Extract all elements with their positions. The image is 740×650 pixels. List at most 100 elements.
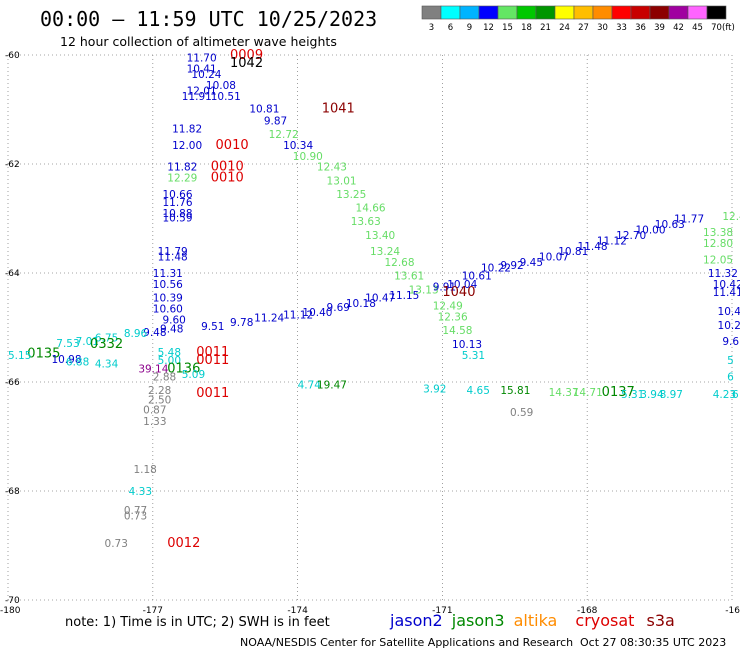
plot-grid (7, 54, 733, 601)
wave-height-label: 13.63 (351, 216, 381, 228)
scale-label: 3 (429, 23, 434, 33)
wave-height-label: 8.97 (660, 389, 683, 401)
wave-height-label: 7.53 (56, 338, 79, 350)
wave-height-label: 4.74 (298, 380, 322, 392)
wave-height-label: 10.08 (206, 80, 236, 92)
x-tick-label: -168 (577, 606, 598, 616)
wave-height-label: 14.37 (549, 387, 579, 399)
wave-height-label: 10.51 (211, 91, 241, 103)
wave-height-label: 5.31 (462, 350, 485, 362)
wave-height-label: 10.24 (191, 69, 221, 81)
wave-height-label: 10.18 (346, 298, 376, 310)
wave-height-label: 5.31 (621, 389, 644, 401)
wave-height-label: 14.66 (356, 203, 386, 215)
wave-height-label: 11.91 (182, 91, 212, 103)
wave-height-label: 11.70 (187, 53, 217, 65)
wave-height-label: 11.82 (172, 124, 202, 136)
wave-height-label: 1042 (230, 56, 263, 71)
wave-height-label: 9.45 (520, 257, 543, 269)
credit-text: NOAA/NESDIS Center for Satellite Applica… (240, 636, 573, 649)
wave-height-label: 11.31 (153, 268, 183, 280)
wave-height-label: 11.12 (283, 309, 313, 321)
scale-swatch (668, 5, 689, 20)
wave-height-label: 10.60 (153, 303, 183, 315)
wave-height-label: 6.88 (66, 356, 89, 368)
wave-height-label: 11.77 (674, 214, 704, 226)
scale-swatch (611, 5, 632, 20)
wave-height-label: 15.81 (500, 385, 530, 397)
wave-height-label: 9.78 (230, 317, 253, 329)
wave-height-label: 6 (732, 389, 739, 401)
scale-label: 33 (616, 23, 627, 33)
wave-height-label: 10.61 (462, 271, 492, 283)
wave-height-label: 12.70 (616, 230, 646, 242)
wave-height-label: 10.98 (51, 354, 81, 366)
wave-height-label: 10.81 (558, 246, 588, 258)
wave-height-labels: 11.70 0009104210.4110.2410.0812.0110.5111… (8, 48, 740, 551)
wave-height-label: 4.34 (95, 358, 119, 370)
scale-swatch (440, 5, 461, 20)
scale-swatch (687, 5, 708, 20)
y-tick-label: -64 (5, 269, 20, 279)
wave-height-label: 10.13 (452, 339, 482, 351)
wave-height-label: 4.23 (713, 389, 736, 401)
scale-label: 42 (673, 23, 684, 33)
wave-height-label: 10.88 (162, 208, 192, 220)
scale-label: 24 (559, 23, 570, 33)
timestamp-text: Oct 27 08:30:35 UTC 2023 (580, 636, 726, 649)
wave-height-label: 10.90 (293, 151, 323, 163)
wave-height-label: 10.40 (302, 307, 332, 319)
wave-height-label: 9.60 (162, 314, 185, 326)
wave-height-label: 12.43 (317, 162, 347, 174)
wave-height-label: 4.65 (467, 385, 490, 397)
wave-height-label: 10.39 (153, 293, 183, 305)
wave-height-label: 0010 (211, 171, 244, 186)
y-tick-label: -70 (5, 596, 20, 606)
wave-height-label: 13.38 (703, 227, 733, 239)
wave-height-label: 5.09 (182, 369, 205, 381)
x-tick-label: -16 (725, 606, 740, 616)
wave-height-label: 13.40 (365, 230, 395, 242)
scale-label: 15 (502, 23, 513, 33)
wave-height-label: 11.41 (713, 287, 740, 299)
wave-height-label: 1.18 (133, 464, 156, 476)
scale-swatch (459, 5, 480, 20)
wave-height-label: 14.58 (442, 325, 472, 337)
satellite-jason3: jason3 (451, 611, 505, 630)
wave-height-label: 6.75 (95, 332, 118, 344)
wave-height-label: 10.63 (655, 219, 685, 231)
wave-height-label: 7.01 (76, 336, 99, 348)
wave-height-label: 1.33 (143, 416, 166, 428)
wave-height-label: 10.2 (718, 320, 740, 332)
wave-height-label: 14.71 (573, 387, 603, 399)
wave-height-label: 10.42 (713, 279, 740, 291)
satellite-jason2: jason2 (389, 611, 443, 630)
axis-ticks: -180 -177 -174 -171 -168 -16 -60 -62 -64 -66 -68 -7… (0, 51, 740, 616)
wave-height-label: 12.68 (384, 257, 414, 269)
wave-height-label: 10.34 (283, 140, 313, 152)
wave-height-label: 11.48 (158, 252, 188, 264)
wave-height-label: 11.12 (597, 235, 627, 247)
wave-height-label: 10.04 (447, 279, 477, 291)
wave-height-label: 12.05 (703, 254, 733, 266)
wave-height-label: 8.96 (124, 328, 148, 340)
wave-height-label: 10.46 (718, 306, 740, 318)
wave-height-label: 9.48 (143, 327, 166, 339)
x-tick-label: -174 (287, 606, 308, 616)
wave-height-label: 11.76 (162, 197, 192, 209)
wave-height-label: 0136 (167, 361, 200, 376)
wave-height-label: 10.00 (635, 224, 665, 236)
scale-swatch (706, 5, 727, 20)
wave-height-label: 12.72 (269, 129, 299, 141)
scale-label: 30 (597, 23, 608, 33)
wave-height-label: 9.6 (722, 336, 739, 348)
wave-height-label: 2.50 (148, 394, 171, 406)
wave-height-label: 0135 (27, 347, 60, 362)
wave-height-label: 0332 (90, 337, 123, 352)
chart-title: 00:00 — 11:59 UTC 10/25/2023 (40, 7, 377, 31)
wave-height-label: 5 (727, 355, 734, 367)
scale-label: 45 (692, 23, 703, 33)
satellite-legend: jason2 jason3 altika cryosat s3a (389, 611, 675, 630)
scale-label: 70 (711, 23, 722, 33)
